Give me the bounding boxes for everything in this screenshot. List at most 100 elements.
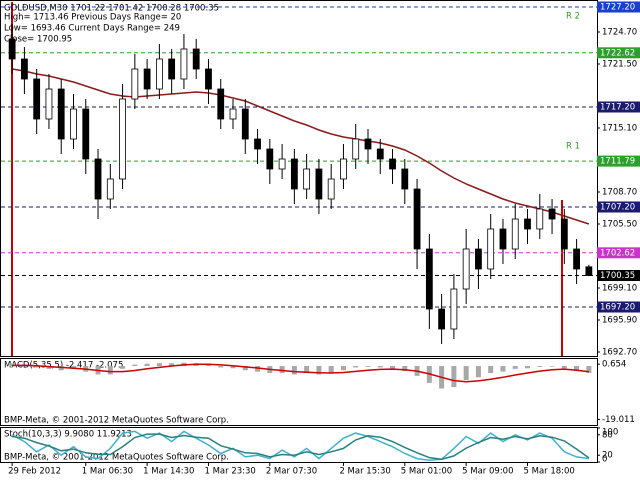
- x-tick-label: 29 Feb 2012: [8, 467, 61, 477]
- main-panel: [0, 0, 598, 357]
- candle-body: [450, 288, 458, 330]
- candle-body: [205, 68, 212, 90]
- candle-body: [303, 168, 311, 190]
- y-tick-label: 1721.50: [602, 60, 637, 70]
- candle-body: [290, 158, 298, 190]
- level-box: [597, 270, 640, 281]
- candle-body: [524, 218, 531, 230]
- histogram-bar: [512, 366, 518, 369]
- histogram-bar: [525, 366, 531, 369]
- level-box: [597, 101, 640, 113]
- level-label: 1722.62: [600, 48, 635, 58]
- histogram-bar: [561, 366, 567, 369]
- y-tick-label: 20: [602, 451, 613, 461]
- candle-body: [573, 248, 580, 270]
- histogram-bar: [107, 366, 113, 375]
- x-tick-label: 1 Mar 06:30: [82, 467, 133, 477]
- y-tick-label: -19.011: [602, 415, 635, 425]
- y-tick-label: 1715.10: [602, 124, 637, 134]
- histogram-bar: [377, 366, 383, 368]
- histogram-bar: [205, 364, 211, 367]
- panel-title: MACD(5,35,5) -2.417 -2.075: [4, 361, 123, 371]
- candle-body: [401, 168, 409, 190]
- y-tick-label: 1692.70: [602, 348, 637, 358]
- indicator-line: [11, 430, 590, 462]
- candle-body: [499, 228, 507, 250]
- y-tick-label: 80: [602, 430, 613, 440]
- candle-body: [315, 168, 323, 200]
- candle-body: [487, 228, 495, 270]
- indicator-line: [12, 363, 589, 383]
- candle-body: [45, 88, 53, 120]
- histogram-bar: [402, 366, 408, 372]
- histogram-bar: [144, 363, 150, 367]
- candle-body: [536, 208, 544, 230]
- level-box: [597, 201, 640, 213]
- x-tick-label: 2 Mar 07:30: [266, 467, 317, 477]
- histogram-bar: [500, 366, 506, 372]
- annotation: Low= 1693.46 Current Days Range= 249: [4, 24, 180, 34]
- histogram-bar: [328, 366, 334, 374]
- level-box: [597, 47, 640, 59]
- histogram-bar: [463, 366, 469, 381]
- x-tick-label: 1 Mar 23:30: [204, 467, 255, 477]
- candle-body: [548, 208, 556, 220]
- histogram-bar: [549, 366, 555, 367]
- y-tick-label: 1708.70: [602, 188, 637, 198]
- histogram-bar: [316, 366, 322, 375]
- macd-panel: [0, 358, 598, 426]
- candle-body: [192, 48, 200, 70]
- y-tick-label: 100: [602, 428, 618, 438]
- candle-body: [254, 138, 261, 150]
- level-label: 1727.20: [600, 3, 635, 13]
- histogram-bar: [9, 363, 15, 367]
- histogram-bar: [120, 366, 126, 369]
- level-label: 1717.20: [600, 103, 635, 113]
- copyright: BMP-Meta, © 2001-2012 MetaQuotes Softwar…: [4, 453, 229, 463]
- candle-body: [217, 88, 225, 120]
- level-box: [597, 301, 640, 313]
- x-tick-label: 5 Mar 01:00: [401, 467, 452, 477]
- level-label: 1702.62: [600, 248, 635, 258]
- histogram-bar: [353, 366, 359, 368]
- histogram-bar: [34, 366, 40, 368]
- copyright: BMP-Meta, © 2001-2012 MetaQuotes Softwar…: [4, 416, 229, 426]
- histogram-bar: [488, 366, 494, 374]
- indicator-line: [11, 68, 590, 225]
- candle-body: [180, 48, 188, 80]
- candle-body: [82, 108, 90, 160]
- candle-body: [119, 98, 126, 180]
- histogram-bar: [291, 366, 297, 375]
- candle-body: [585, 266, 593, 276]
- histogram-bar: [537, 366, 543, 367]
- indicator-line: [11, 433, 590, 461]
- candle-body: [327, 178, 335, 200]
- annotation: High= 1713.46 Previous Days Range= 20: [4, 13, 181, 23]
- annotation: R 2: [566, 12, 580, 22]
- level-label: 1697.20: [600, 303, 635, 313]
- candle-body: [413, 188, 421, 250]
- candle-body: [364, 138, 372, 150]
- histogram-bar: [46, 366, 52, 369]
- x-tick-label: 2 Mar 15:30: [339, 467, 390, 477]
- candle-body: [511, 218, 519, 250]
- candle-body: [241, 108, 249, 140]
- candle-body: [425, 248, 433, 310]
- histogram-bar: [169, 363, 175, 367]
- candle-body: [131, 68, 139, 100]
- x-tick-label: 1 Mar 14:30: [143, 467, 194, 477]
- candle-body: [475, 248, 482, 270]
- histogram-bar: [574, 366, 580, 372]
- histogram-bar: [255, 366, 261, 372]
- candle-body: [33, 78, 41, 120]
- histogram-bar: [365, 366, 371, 367]
- candle-body: [168, 58, 176, 80]
- y-tick-label: 1699.10: [602, 284, 637, 294]
- y-tick-label: 1705.50: [602, 220, 637, 230]
- level-label: 1700.35: [600, 271, 635, 281]
- histogram-bar: [230, 366, 236, 369]
- level-box: [597, 155, 640, 167]
- level-label: 1707.20: [600, 203, 635, 213]
